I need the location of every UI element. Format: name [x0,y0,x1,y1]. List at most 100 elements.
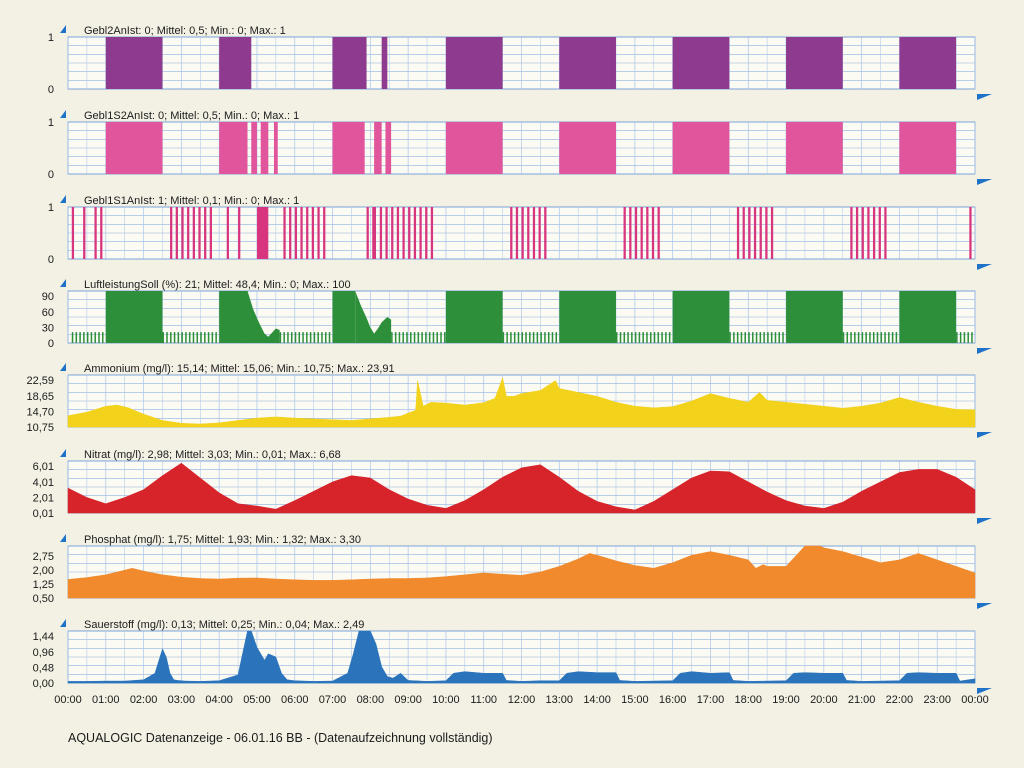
series-pulse-3 [402,332,404,343]
series-segment-12 [226,207,229,259]
series-pulse-7 [842,332,845,343]
chart-title: Nitrat (mg/l): 2,98; Mittel: 3,03; Min.:… [84,449,341,461]
series-pulse-1 [204,332,206,343]
series-segment-30 [408,207,411,259]
series-segment-42 [623,207,626,259]
scale-up-marker-icon [60,363,66,371]
series-pulse-5 [642,332,644,343]
y-tick-label: 1,44 [33,631,54,643]
x-tick-label: 04:00 [205,694,233,706]
series-pulse-4 [529,332,531,343]
y-tick-label: 10,75 [26,422,54,434]
series-pulse-6 [782,332,784,343]
y-tick-label: 90 [42,291,54,303]
y-tick-label: 2,01 [33,492,54,504]
series-pulse-3 [391,332,393,343]
series-pulse-3 [421,332,423,343]
series-segment-5 [175,207,178,259]
series-segment-32 [419,207,422,259]
series-segment-25 [379,207,383,259]
y-tick-label: 0,01 [33,508,54,520]
series-pulse-0 [79,332,81,343]
x-tick-label: 00:00 [54,694,82,706]
x-tick-label: 03:00 [168,694,196,706]
x-tick-label: 15:00 [621,694,649,706]
series-pulse-7 [857,332,860,343]
series-segment-60 [872,207,876,259]
series-pulse-2 [279,332,282,343]
series-pulse-7 [850,332,852,343]
series-pulse-3 [413,332,416,343]
series-segment-8 [192,207,195,259]
series-pulse-3 [410,332,412,343]
series-pulse-3 [394,332,397,343]
series-pulse-6 [767,332,769,343]
series-pulse-4 [506,332,508,343]
series-pulse-2 [309,332,312,343]
series-pulse-2 [321,332,323,343]
x-tick-label: 20:00 [810,694,838,706]
scale-right-marker-icon [977,432,992,438]
series-pulse-1 [196,332,199,343]
series-segment-2 [94,207,97,259]
series-segment-31 [413,207,417,259]
series-segment-40 [538,207,541,259]
series-segment-29 [402,207,405,259]
series-segment-6 [374,122,382,174]
series-pulse-4 [510,332,512,343]
chart-title: Gebl1S2AnIst: 0; Mittel: 0,5; Min.: 0; M… [84,110,299,122]
y-tick-label: 0 [48,338,54,350]
x-tick-label: 01:00 [92,694,120,706]
series-segment-46 [646,207,649,259]
series-segment-3 [381,37,388,89]
scale-right-marker-icon [977,264,992,270]
series-area [67,376,976,428]
y-tick-label: 0 [48,254,54,266]
scale-right-marker-icon [977,348,992,354]
series-segment-5 [559,37,616,89]
series-segment-26 [385,207,388,259]
series-segment-62 [884,207,887,259]
series-pulse-4 [551,332,554,343]
series-segment-20 [311,207,315,259]
x-tick-label: 02:00 [130,694,158,706]
scale-right-marker-icon [977,603,992,609]
series-pulse-7 [865,332,867,343]
series-pulse-7 [861,332,864,343]
y-tick-label: 1 [48,117,54,129]
chart-title: LuftleistungSoll (%): 21; Mittel: 48,4; … [84,279,351,291]
x-tick-label: 21:00 [848,694,876,706]
series-segment-12 [899,122,957,174]
series-pulse-0 [94,332,96,343]
series-segment-59 [867,207,870,259]
y-tick-label: 30 [42,322,54,334]
series-pulse-5 [623,332,626,343]
series-pulse-4 [544,332,546,343]
series-segment-61 [878,207,881,259]
scale-right-marker-icon [977,688,992,694]
series-pulse-1 [173,332,176,343]
series-segment-6 [786,291,843,343]
series-segment-2 [251,122,257,174]
series-segment-50 [742,207,745,259]
series-pulse-6 [770,332,773,343]
series-pulse-5 [646,332,648,343]
series-pulse-4 [540,332,542,343]
series-pulse-1 [162,332,164,343]
x-tick-label: 22:00 [886,694,914,706]
series-segment-63 [969,207,972,259]
series-segment-34 [430,207,434,259]
x-tick-label: 16:00 [659,694,687,706]
series-segment-6 [181,207,184,259]
series-segment-0 [105,122,163,174]
series-pulse-5 [665,332,667,343]
series-segment-5 [332,122,365,174]
chart-title: Gebl1S1AnIst: 1; Mittel: 0,1; Min.: 0; M… [84,195,299,207]
series-segment-0 [71,207,75,259]
series-segment-7 [187,207,190,259]
series-segment-0 [105,37,163,89]
x-tick-label: 18:00 [734,694,762,706]
series-pulse-2 [287,332,289,343]
series-segment-53 [759,207,762,259]
series-area [67,545,976,599]
